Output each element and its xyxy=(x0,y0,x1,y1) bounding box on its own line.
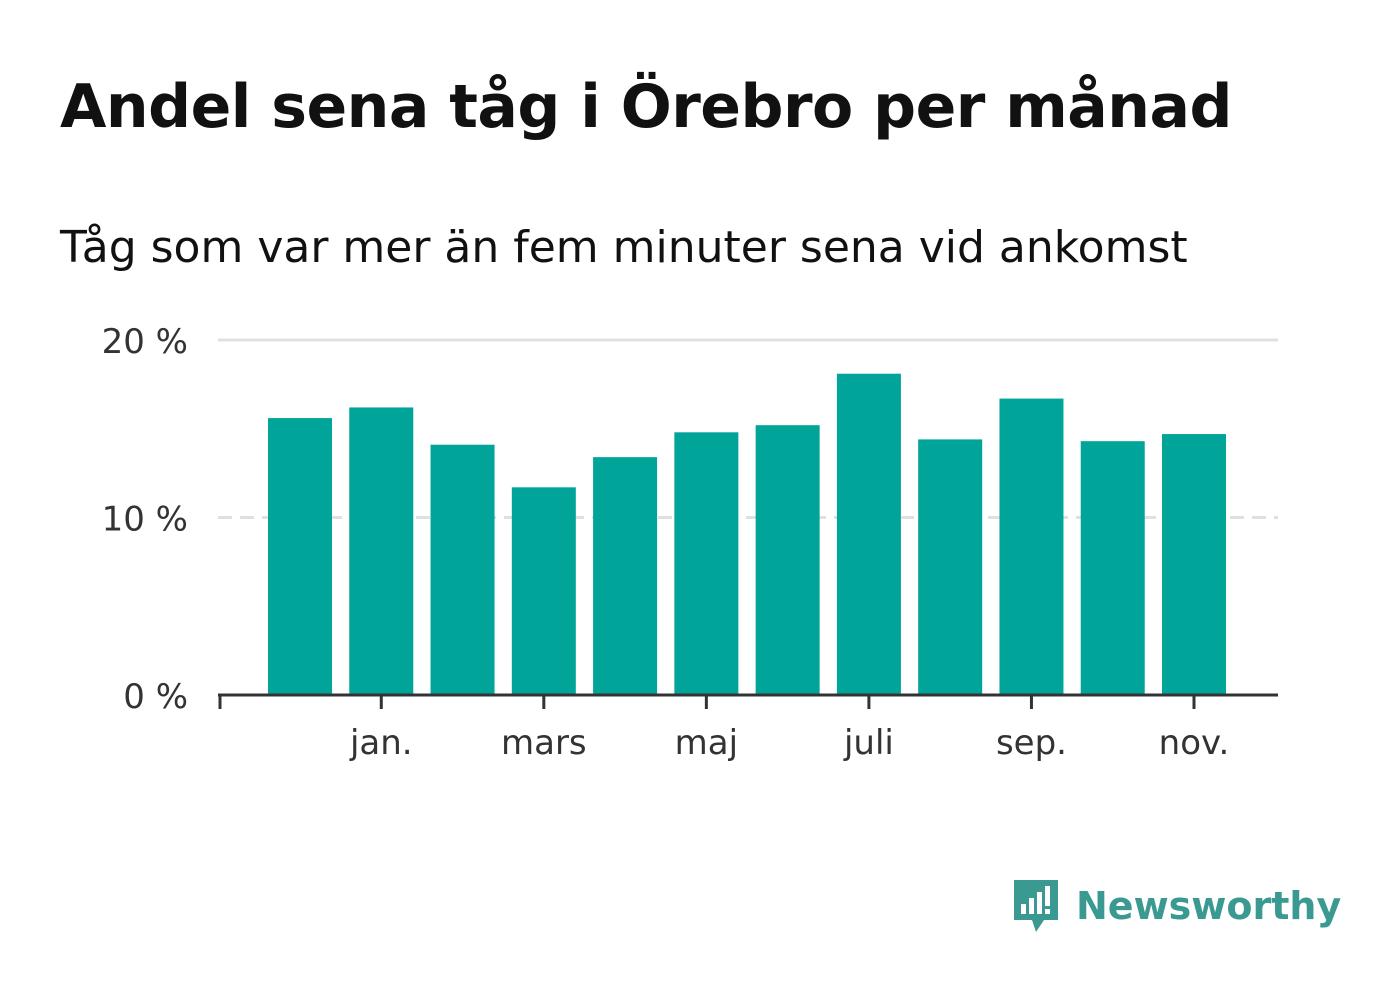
bars-layer xyxy=(268,373,1226,695)
bar-maj xyxy=(674,432,739,695)
bar-juni xyxy=(755,425,820,695)
x-tick-label: sep. xyxy=(996,723,1067,763)
axis-layer xyxy=(218,693,1278,709)
bar-okt xyxy=(1080,441,1145,695)
newsworthy-logo-icon xyxy=(1014,880,1058,932)
bar-mars xyxy=(511,487,576,695)
brand-name: Newsworthy xyxy=(1076,884,1342,928)
chart-title: Andel sena tåg i Örebro per månad xyxy=(60,72,1232,142)
bar-dec xyxy=(268,418,332,695)
bar-aug xyxy=(918,439,983,695)
bar-apr xyxy=(593,457,658,695)
bar-feb xyxy=(430,444,495,695)
bar-juli xyxy=(836,373,901,695)
labels-layer: 0 % 10 % 20 % jan. mars maj juli sep. nov. xyxy=(102,322,1230,763)
x-tick-label: maj xyxy=(675,723,738,763)
y-tick-label: 0 % xyxy=(123,677,188,717)
y-tick-label: 20 % xyxy=(102,322,188,362)
bar-jan xyxy=(349,407,414,695)
x-tick-label: mars xyxy=(501,723,587,763)
y-tick-label: 10 % xyxy=(102,500,188,540)
bar-nov xyxy=(1162,434,1226,695)
chart-subtitle: Tåg som var mer än fem minuter sena vid … xyxy=(60,222,1188,273)
bar-sep xyxy=(999,398,1064,695)
x-tick-label: jan. xyxy=(349,723,413,763)
x-tick-label: nov. xyxy=(1159,723,1230,763)
brand: Newsworthy xyxy=(1010,876,1341,936)
x-tick-label: juli xyxy=(843,723,894,763)
